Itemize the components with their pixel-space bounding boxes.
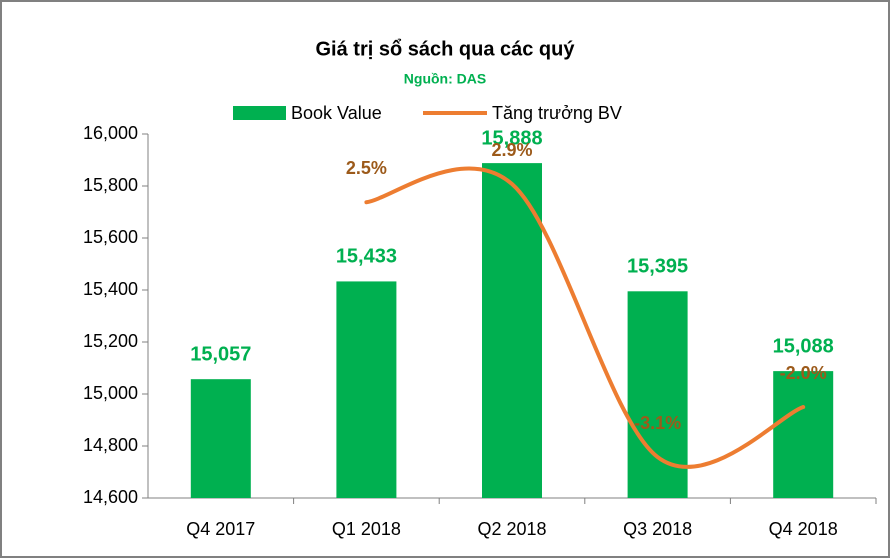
bar bbox=[773, 371, 834, 498]
y-tick-label: 15,800 bbox=[83, 175, 138, 195]
bar bbox=[627, 291, 688, 498]
y-tick-label: 14,600 bbox=[83, 487, 138, 507]
bar bbox=[190, 379, 251, 498]
line-value-label: -2.0% bbox=[780, 363, 827, 383]
chart-title: Giá trị sổ sách qua các quý bbox=[316, 38, 576, 60]
y-tick-label: 15,600 bbox=[83, 227, 138, 247]
chart-subtitle: Nguồn: DAS bbox=[404, 71, 486, 87]
x-tick-label: Q2 2018 bbox=[477, 519, 546, 539]
bar-value-label: 15,057 bbox=[190, 343, 251, 365]
bar-value-label: 15,395 bbox=[627, 256, 688, 278]
y-tick-label: 14,800 bbox=[83, 435, 138, 455]
y-tick-label: 15,200 bbox=[83, 331, 138, 351]
x-tick-label: Q3 2018 bbox=[623, 519, 692, 539]
line-value-label: 2.5% bbox=[346, 158, 387, 178]
y-tick-label: 15,400 bbox=[83, 279, 138, 299]
bar bbox=[482, 163, 542, 498]
y-tick-label: 16,000 bbox=[83, 123, 138, 143]
legend-label: Tăng trưởng BV bbox=[492, 103, 622, 123]
x-tick-label: Q4 2018 bbox=[769, 519, 838, 539]
bar-value-label: 15,088 bbox=[773, 335, 834, 357]
bar-value-label: 15,433 bbox=[336, 246, 397, 268]
line-value-label: -3.1% bbox=[634, 413, 681, 433]
bar bbox=[336, 281, 397, 498]
x-tick-label: Q4 2017 bbox=[186, 519, 255, 539]
legend-swatch bbox=[233, 106, 286, 120]
line bbox=[364, 166, 806, 469]
y-tick-label: 15,000 bbox=[83, 383, 138, 403]
legend-label: Book Value bbox=[291, 103, 382, 123]
x-tick-label: Q1 2018 bbox=[332, 519, 401, 539]
bar-value-label: 15,888 bbox=[481, 127, 542, 149]
line-value-label: 2.9% bbox=[491, 140, 532, 160]
